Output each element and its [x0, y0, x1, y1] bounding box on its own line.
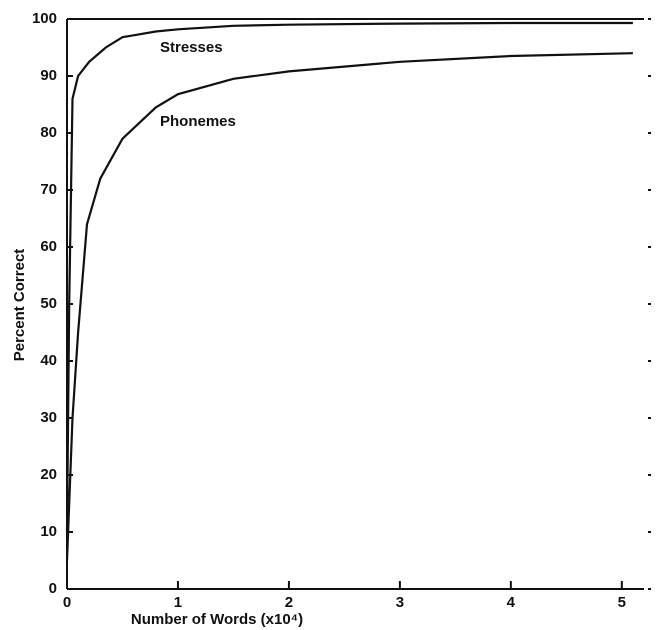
- x-axis-label: Number of Words (x10⁴): [131, 611, 303, 628]
- x-tick-label: 0: [63, 594, 71, 611]
- series-line: [65, 21, 633, 533]
- y-tick-label: 40: [40, 352, 57, 369]
- x-tick-label: 4: [507, 594, 516, 611]
- y-tick-label: 80: [40, 124, 57, 141]
- x-tick-label: 3: [396, 594, 404, 611]
- series-label: Phonemes: [160, 113, 236, 130]
- series-line: [65, 52, 633, 561]
- y-tick-label: 90: [40, 67, 57, 84]
- series-label: Stresses: [160, 39, 223, 56]
- y-tick-label: 50: [40, 295, 57, 312]
- x-tick-label: 5: [618, 594, 626, 611]
- y-tick-label: 60: [40, 238, 57, 255]
- x-tick-label: 1: [174, 594, 182, 611]
- y-tick-label: 70: [40, 181, 57, 198]
- y-tick-label: 0: [49, 580, 57, 597]
- y-tick-label: 10: [40, 523, 57, 540]
- y-tick-label: 30: [40, 409, 57, 426]
- x-tick-label: 2: [285, 594, 293, 611]
- y-tick-label: 20: [40, 466, 57, 483]
- y-tick-label: 100: [32, 10, 57, 27]
- y-axis-label: Percent Correct: [11, 249, 28, 362]
